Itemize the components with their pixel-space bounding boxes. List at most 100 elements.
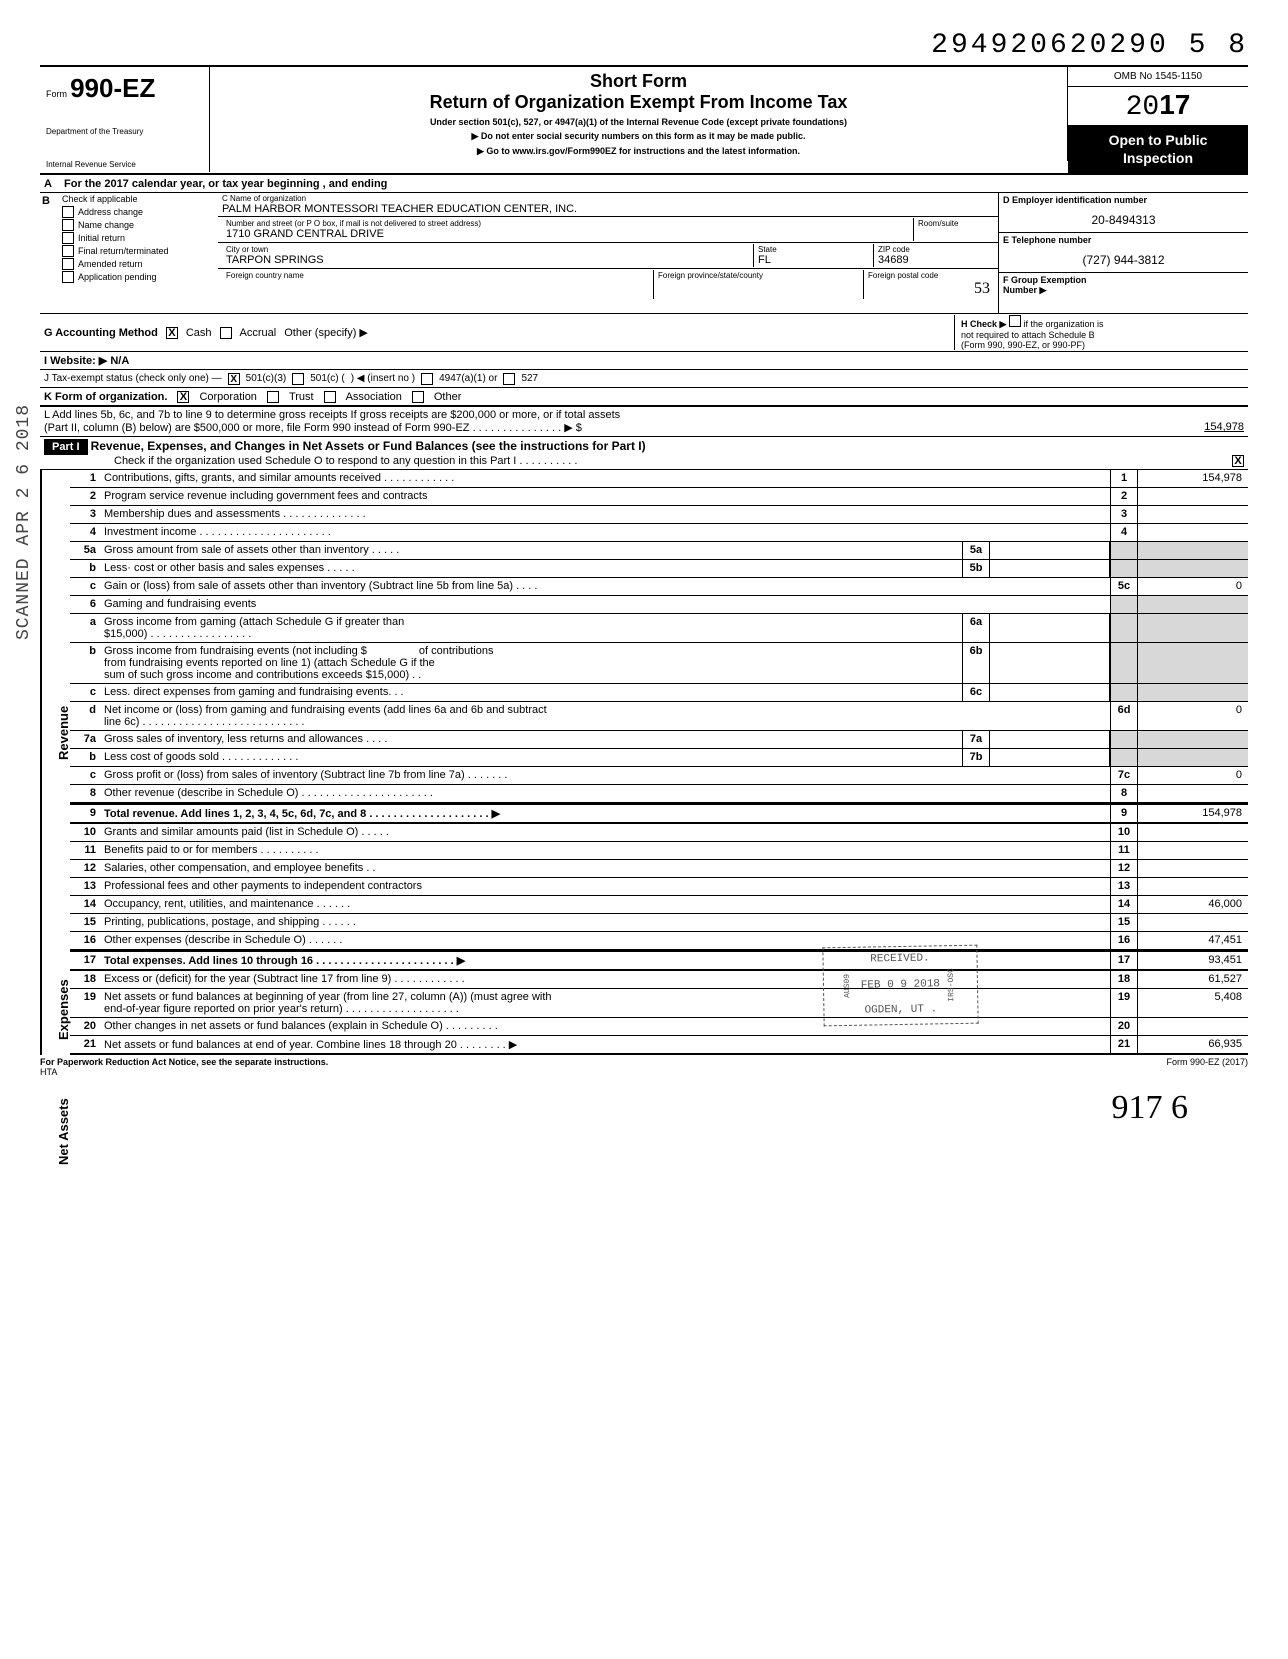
title-box: Short Form Return of Organization Exempt…	[210, 67, 1068, 161]
l-text2: (Part II, column (B) below) are $500,000…	[44, 421, 1134, 434]
line-a: A For the 2017 calendar year, or tax yea…	[40, 175, 1248, 193]
line-14-val: 46,000	[1138, 896, 1248, 913]
line-18-val: 61,527	[1138, 971, 1248, 988]
fc-lbl: Foreign country name	[226, 271, 649, 280]
hta: HTA	[40, 1067, 57, 1077]
mid-7b: 7b	[962, 749, 990, 766]
footer: For Paperwork Reduction Act Notice, see …	[40, 1055, 1248, 1077]
open-to-public: Open to Public Inspection	[1068, 125, 1248, 173]
line-11: Benefits paid to or for members . . . . …	[100, 842, 1110, 859]
chk-527[interactable]	[503, 373, 515, 385]
line-16-val: 47,451	[1138, 932, 1248, 949]
j-501c: 501(c) (	[310, 373, 344, 384]
line-11-val	[1138, 842, 1248, 859]
l-value: 154,978	[1134, 421, 1244, 434]
h-txt1: if the organization is	[1023, 319, 1103, 329]
form-header: Form 990-EZ Department of the Treasury I…	[40, 65, 1248, 175]
g-accrual: Accrual	[240, 327, 277, 339]
k-label: K Form of organization.	[44, 391, 167, 403]
g-label: G Accounting Method	[44, 327, 158, 339]
chk-accrual[interactable]	[220, 327, 232, 339]
line-7a: Gross sales of inventory, less returns a…	[100, 731, 962, 748]
right-id-col: D Employer identification number20-84943…	[998, 193, 1248, 313]
org-state: FL	[758, 254, 869, 266]
line-10: Grants and similar amounts paid (list in…	[100, 824, 1110, 841]
chk-address[interactable]	[62, 206, 74, 218]
chk-initial[interactable]	[62, 232, 74, 244]
open-pub-l2: Inspection	[1072, 149, 1244, 167]
chk-other-org[interactable]	[412, 391, 424, 403]
chk-assoc[interactable]	[324, 391, 336, 403]
line-4: Investment income . . . . . . . . . . . …	[100, 524, 1110, 541]
group-expenses: Expenses	[56, 980, 71, 1041]
b-opt-4: Amended return	[78, 259, 143, 269]
line-7c-val: 0	[1138, 767, 1248, 784]
line-4-val	[1138, 524, 1248, 541]
line-9-val: 154,978	[1138, 805, 1248, 822]
b-checkboxes: Check if applicable Address change Name …	[58, 193, 218, 313]
footer-left: For Paperwork Reduction Act Notice, see …	[40, 1057, 328, 1067]
group-label2: Number ▶	[1003, 285, 1244, 296]
handwritten-sig: 917 6	[40, 1089, 1188, 1127]
line-7c: Gross profit or (loss) from sales of inv…	[100, 767, 1110, 784]
dept-irs: Internal Revenue Service	[46, 161, 203, 170]
line-i: I Website: ▶ N/A	[40, 352, 1248, 370]
postal-handwritten: 53	[868, 280, 990, 298]
line-13-val	[1138, 878, 1248, 895]
ein-value: 20-8494313	[1003, 213, 1244, 227]
chk-trust[interactable]	[267, 391, 279, 403]
chk-schedo[interactable]: X	[1232, 455, 1244, 467]
form-prefix: Form	[46, 89, 67, 99]
chk-final[interactable]	[62, 245, 74, 257]
group-netassets: Net Assets	[56, 1099, 71, 1166]
fp-lbl: Foreign province/state/county	[658, 271, 859, 280]
line-k: K Form of organization. XCorporation Tru…	[40, 388, 1248, 406]
chk-501c[interactable]	[292, 373, 304, 385]
line-17-val: 93,451	[1138, 952, 1248, 969]
line-l: L Add lines 5b, 6c, and 7b to line 9 to …	[40, 406, 1248, 437]
line-1-val: 154,978	[1138, 470, 1248, 487]
chk-cash[interactable]: X	[166, 327, 178, 339]
open-pub-l1: Open to Public	[1072, 131, 1244, 149]
state-lbl: State	[758, 245, 869, 254]
c-name-label: C Name of organization	[222, 194, 994, 203]
phone-label: E Telephone number	[1003, 235, 1244, 245]
a-label: A	[44, 178, 60, 190]
chk-amended[interactable]	[62, 258, 74, 270]
mid-6c: 6c	[962, 684, 990, 701]
chk-corp[interactable]: X	[177, 391, 189, 403]
title-section: Under section 501(c), 527, or 4947(a)(1)…	[218, 117, 1059, 127]
chk-h[interactable]	[1009, 315, 1021, 327]
line-6b-2: from fundraising events reported on line…	[104, 657, 958, 669]
name-address-block: C Name of organization PALM HARBOR MONTE…	[218, 193, 998, 313]
g-other: Other (specify) ▶	[284, 326, 368, 339]
received-stamp: RECEIVED. AUS09 FEB 0 9 2018 IRS-OSC OGD…	[823, 945, 979, 1026]
line-6b-1: Gross income from fundraising events (no…	[104, 645, 367, 657]
j-4947: 4947(a)(1) or	[439, 373, 497, 384]
chk-pending[interactable]	[62, 271, 74, 283]
fpc-lbl: Foreign postal code	[868, 271, 990, 280]
footer-right: Form 990-EZ (2017)	[1166, 1057, 1248, 1077]
b-opt-1: Name change	[78, 220, 134, 230]
line-5c: Gain or (loss) from sale of assets other…	[100, 578, 1110, 595]
line-10-val	[1138, 824, 1248, 841]
title-url: ▶ Go to www.irs.gov/Form990EZ for instru…	[218, 146, 1059, 157]
chk-name[interactable]	[62, 219, 74, 231]
j-insert: ) ◀ (insert no )	[351, 373, 415, 384]
chk-501c3[interactable]: X	[228, 373, 240, 385]
line-7b: Less cost of goods sold . . . . . . . . …	[100, 749, 962, 766]
b-label: B	[40, 193, 58, 313]
line-5a: Gross amount from sale of assets other t…	[100, 542, 962, 559]
line-5b: Less· cost or other basis and sales expe…	[100, 560, 962, 577]
line-6b-3: sum of such gross income and contributio…	[104, 669, 958, 681]
b-opt-0: Address change	[78, 207, 143, 217]
title-short-form: Short Form	[218, 71, 1059, 92]
city-lbl: City or town	[226, 245, 749, 254]
j-label: J Tax-exempt status (check only one) —	[44, 373, 222, 384]
line-6a-2: $15,000) . . . . . . . . . . . . . . . .…	[104, 628, 958, 640]
chk-4947[interactable]	[421, 373, 433, 385]
title-return: Return of Organization Exempt From Incom…	[218, 92, 1059, 113]
line-8-val	[1138, 785, 1248, 802]
line-5c-val: 0	[1138, 578, 1248, 595]
c-room-label: Room/suite	[918, 219, 990, 228]
